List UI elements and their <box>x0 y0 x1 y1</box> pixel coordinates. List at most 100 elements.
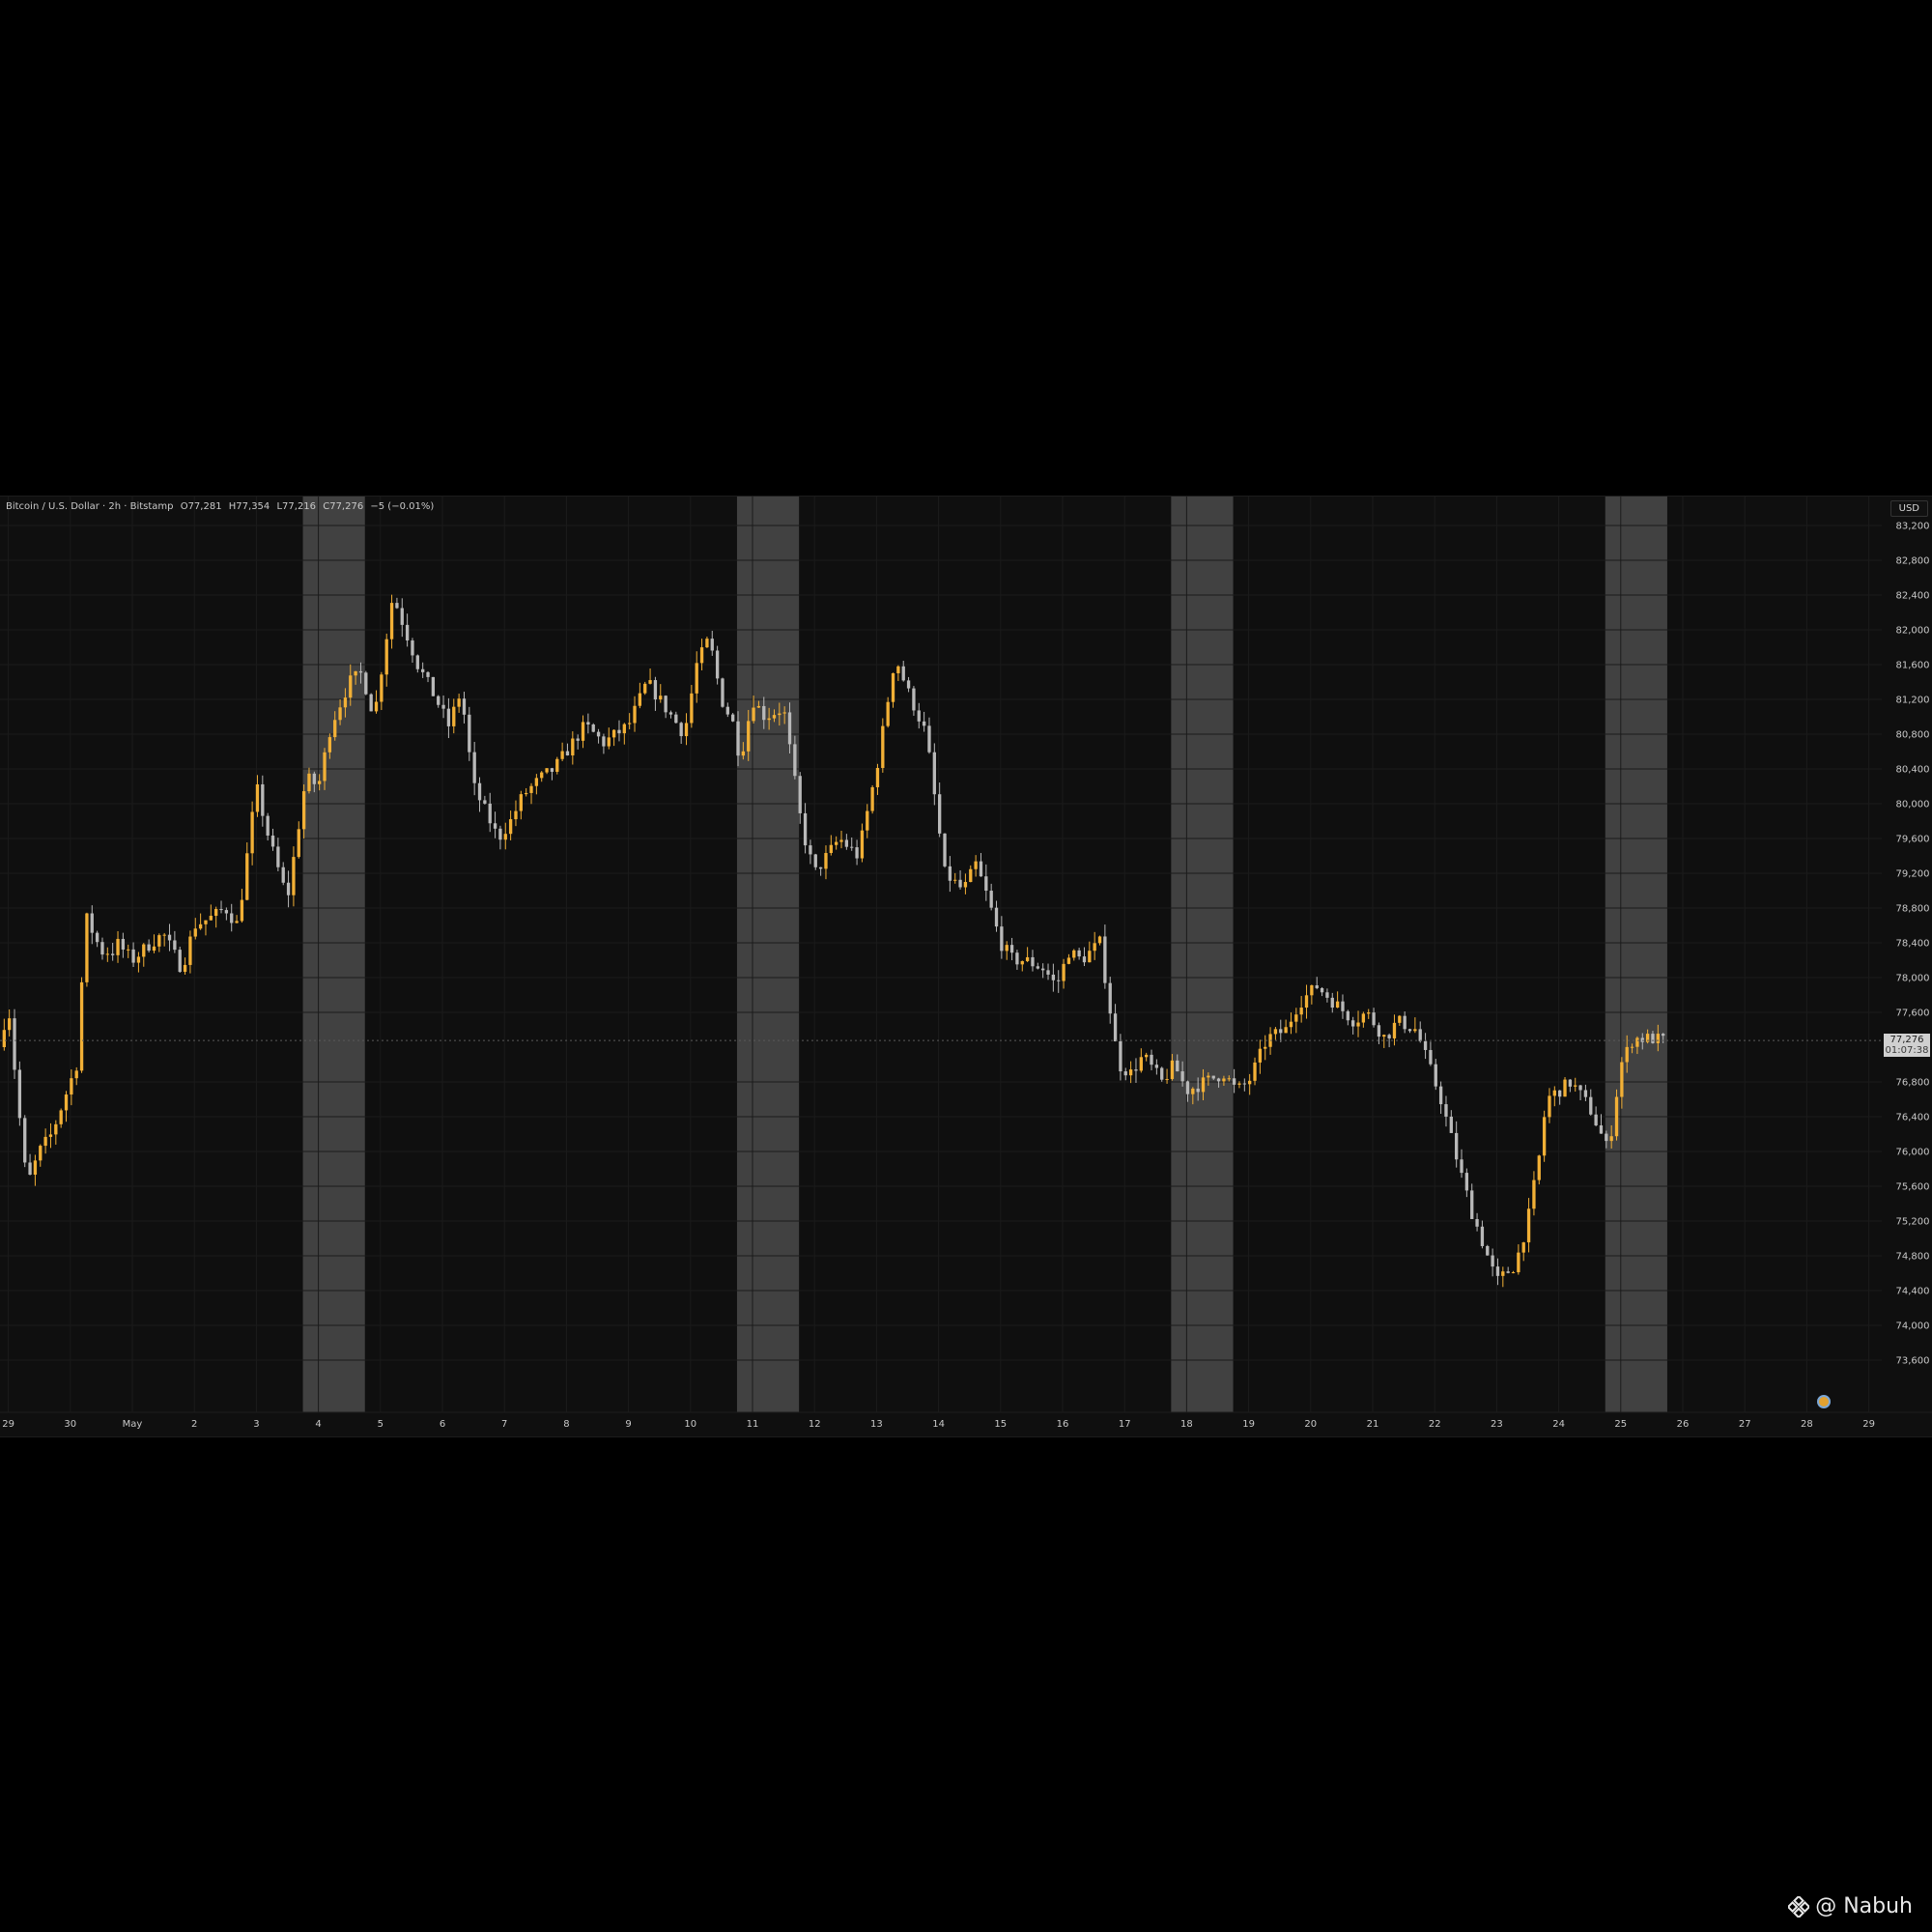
candle <box>1558 1090 1562 1105</box>
candle-body <box>514 810 518 820</box>
candle <box>1304 984 1309 1019</box>
candle-body <box>1180 1071 1184 1082</box>
candle-body <box>1315 984 1319 988</box>
currency-selector[interactable]: USD <box>1889 500 1928 517</box>
candle <box>576 734 580 750</box>
y-tick-label: 78,800 <box>1896 904 1930 915</box>
candle-body <box>1176 1060 1179 1072</box>
candle <box>1330 992 1334 1013</box>
x-tick-label: 14 <box>932 1419 945 1430</box>
candle-body <box>48 1134 53 1137</box>
candle <box>803 803 808 854</box>
symbol-name: Bitcoin / U.S. Dollar · 2h · Bitstamp <box>6 501 174 512</box>
candle <box>54 1120 58 1145</box>
candle <box>875 763 880 795</box>
candle <box>1361 1011 1366 1028</box>
candle-body <box>1361 1013 1366 1023</box>
candle <box>312 771 316 793</box>
candle <box>534 774 539 795</box>
candle-body <box>1651 1034 1655 1043</box>
candle-body <box>167 934 172 941</box>
candle <box>922 711 926 732</box>
candle-body <box>1025 956 1030 961</box>
x-tick-label: 2 <box>191 1419 197 1430</box>
candle <box>255 775 260 817</box>
candle-body <box>266 815 270 836</box>
candle-body <box>39 1146 43 1161</box>
candle-body <box>105 953 109 955</box>
candle-body <box>437 696 440 705</box>
chart-area[interactable]: 83,200 82,800 82,400 82,000 81,600 81,200 80,8… <box>0 496 1932 1437</box>
candlestick-chart[interactable]: 83,200 82,800 82,400 82,000 81,600 81,200 80,8… <box>0 497 1932 1436</box>
candle-body <box>1097 936 1102 944</box>
candle <box>1423 1033 1428 1060</box>
candle-body <box>1154 1065 1159 1068</box>
candle-body <box>1036 966 1039 969</box>
candle <box>932 743 936 806</box>
candle <box>679 722 683 744</box>
candle-body <box>994 907 999 927</box>
candle <box>653 676 658 711</box>
candle <box>1154 1059 1159 1075</box>
candle <box>1470 1183 1474 1220</box>
candle <box>276 838 280 871</box>
candle-body <box>699 647 704 664</box>
x-tick-label: 12 <box>809 1419 821 1430</box>
candle <box>1563 1077 1567 1097</box>
candle-body <box>121 938 126 950</box>
candle <box>1207 1072 1210 1086</box>
candle-body <box>1521 1242 1525 1253</box>
candle-body <box>571 738 575 756</box>
candle-body <box>1605 1133 1608 1142</box>
candle-body <box>1495 1266 1500 1276</box>
candle <box>705 636 709 648</box>
candle <box>917 702 921 729</box>
candle <box>380 671 384 710</box>
candle-body <box>1284 1027 1288 1034</box>
candle <box>1310 984 1314 1005</box>
y-tick-label: 78,400 <box>1896 939 1930 950</box>
candle <box>131 942 135 968</box>
candle-body <box>741 751 746 756</box>
candle-body <box>938 794 942 834</box>
candle <box>178 946 182 974</box>
candle <box>1574 1077 1577 1093</box>
candle <box>787 702 792 753</box>
candle <box>1377 1022 1381 1044</box>
candle <box>1273 1027 1278 1040</box>
candle-body <box>230 913 234 923</box>
candle-body <box>684 723 689 737</box>
candle <box>1066 953 1071 965</box>
candle-body <box>1341 1001 1345 1011</box>
candle-body <box>1583 1090 1588 1097</box>
x-tick-label: 20 <box>1304 1419 1317 1430</box>
candle-body <box>183 964 187 973</box>
candle <box>721 677 724 708</box>
candle-body <box>1480 1226 1485 1246</box>
candle <box>1625 1035 1629 1073</box>
candle <box>286 870 291 908</box>
candle-body <box>1635 1037 1639 1047</box>
candle <box>1517 1244 1520 1275</box>
candle-body <box>576 738 580 741</box>
candle <box>736 711 740 767</box>
candle-body <box>633 705 637 724</box>
candle-body <box>270 835 275 847</box>
candle <box>472 741 476 796</box>
candle-body <box>896 666 900 673</box>
y-tick-label: 76,800 <box>1896 1078 1930 1089</box>
candle <box>1506 1266 1510 1274</box>
candle <box>1113 1004 1118 1042</box>
candle-body <box>1537 1155 1541 1180</box>
x-tick-label: 15 <box>994 1419 1007 1430</box>
candle <box>798 772 802 824</box>
candle-body <box>653 680 658 700</box>
ohlc-high: H77,354 <box>228 501 270 512</box>
candle <box>1382 1034 1386 1048</box>
candle <box>684 713 689 746</box>
candle <box>1511 1270 1516 1274</box>
last-price-line <box>0 1039 1882 1408</box>
watermark-text: @ Nabuh <box>1815 1894 1913 1918</box>
candle <box>204 920 208 936</box>
candle <box>43 1128 47 1154</box>
